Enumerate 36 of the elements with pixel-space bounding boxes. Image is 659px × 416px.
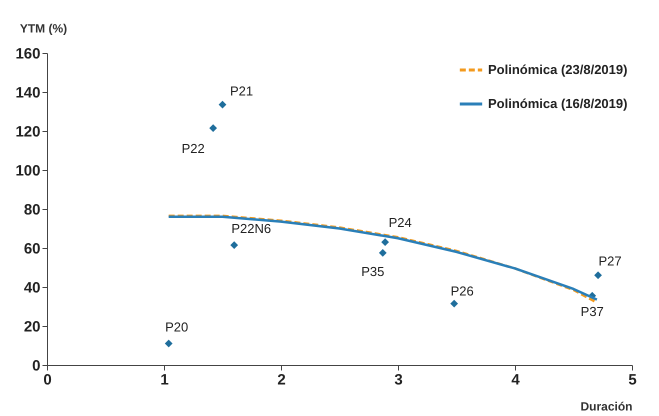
y-tick-label: 60: [24, 240, 40, 258]
x-axis-title: Duración: [580, 400, 632, 414]
y-tick-label: 100: [15, 162, 40, 180]
point: [209, 124, 218, 132]
x-tick-label: 2: [277, 372, 286, 388]
annotation: P27: [598, 253, 622, 268]
y-tick-label: 160: [15, 46, 40, 62]
y-tick-label: 40: [24, 280, 40, 296]
annotation: P35: [361, 264, 384, 279]
annotation: P24: [388, 215, 412, 230]
y-tick-label: 80: [24, 202, 40, 218]
y-axis-title: YTM (%): [20, 22, 68, 36]
legend-label: Polinómica (16/8/2019): [488, 96, 628, 111]
y-tick-label: 20: [24, 318, 40, 336]
point: [164, 340, 173, 348]
point: [378, 249, 387, 257]
y-tick-label: 120: [15, 124, 40, 140]
x-tick-label: 0: [43, 372, 52, 388]
x-tick-label: 4: [511, 372, 520, 388]
point: [218, 100, 226, 109]
point: [450, 300, 458, 308]
y-tick-label: 140: [15, 84, 40, 102]
annotation: P20: [165, 320, 188, 335]
x-tick-label: 5: [628, 372, 637, 388]
annotation: P26: [450, 284, 474, 299]
y-tick-label: 0: [32, 358, 40, 374]
point: [594, 271, 602, 280]
x-tick-label: 1: [160, 372, 169, 388]
x-tick-label: 3: [394, 372, 403, 388]
annotation: P22: [182, 141, 205, 156]
annotation: P21: [230, 84, 254, 99]
point: [230, 241, 238, 249]
annotation: P37: [580, 304, 604, 319]
point: [381, 238, 390, 246]
annotation: P22N6: [231, 221, 272, 236]
legend-label: Polinómica (23/8/2019): [488, 62, 628, 77]
